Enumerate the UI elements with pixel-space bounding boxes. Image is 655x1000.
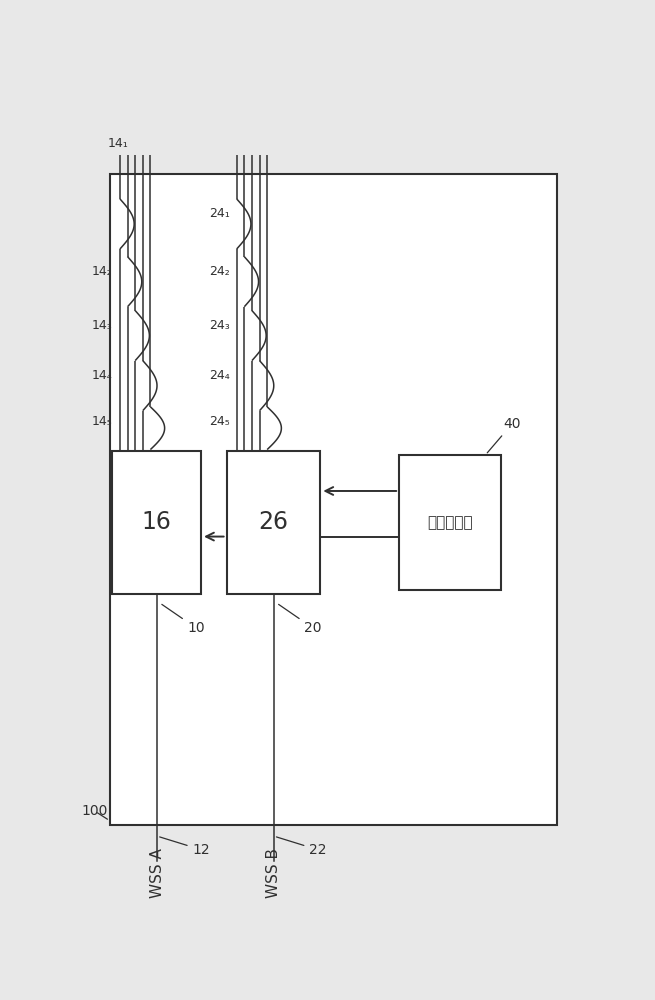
Text: 14₃: 14₃ — [92, 319, 113, 332]
Text: 12: 12 — [160, 837, 210, 857]
Text: 40: 40 — [487, 417, 521, 453]
Text: 14₁: 14₁ — [107, 137, 128, 150]
Text: WSS B: WSS B — [266, 848, 281, 898]
Text: WSS A: WSS A — [149, 848, 164, 898]
Text: 14₅: 14₅ — [92, 415, 113, 428]
Bar — [227, 451, 320, 594]
Text: 24₅: 24₅ — [209, 415, 229, 428]
Text: 14₄: 14₄ — [92, 369, 113, 382]
Text: 22: 22 — [276, 837, 327, 857]
Text: 24₁: 24₁ — [209, 207, 229, 220]
Bar — [399, 455, 500, 590]
Text: 24₂: 24₂ — [209, 265, 229, 278]
Text: 24₃: 24₃ — [209, 319, 229, 332]
Text: 100: 100 — [82, 804, 108, 819]
Text: 14₂: 14₂ — [92, 265, 113, 278]
Text: 10: 10 — [162, 604, 205, 635]
Text: 26: 26 — [259, 510, 288, 534]
Text: 20: 20 — [278, 604, 322, 635]
Text: 开关控制器: 开关控制器 — [427, 515, 473, 530]
Bar — [110, 174, 557, 825]
Text: 16: 16 — [142, 510, 172, 534]
Bar — [113, 451, 201, 594]
Text: 24₄: 24₄ — [209, 369, 229, 382]
